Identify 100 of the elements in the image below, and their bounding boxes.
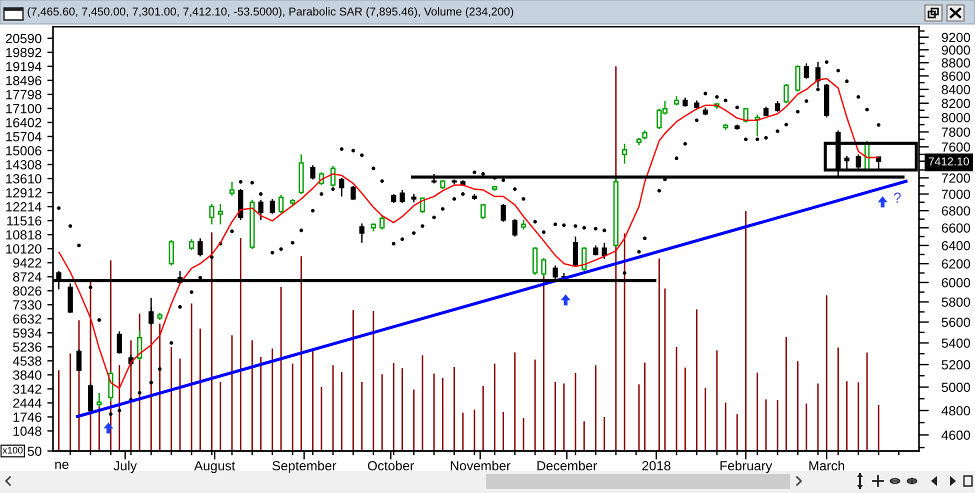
candlestick <box>582 246 587 272</box>
candlestick <box>209 203 214 226</box>
y2-tick-label: 8200 <box>942 98 970 108</box>
candlestick <box>148 297 154 326</box>
x-tick-label: November <box>450 460 510 470</box>
y-tick-label: 19892 <box>6 48 42 58</box>
y-tick-label: 16402 <box>6 118 42 128</box>
candlestick <box>602 242 607 260</box>
candlestick <box>116 330 122 354</box>
y-tick-label: 2444 <box>13 398 42 408</box>
y-tick-label: 10818 <box>6 230 42 240</box>
candlestick <box>380 215 385 230</box>
y-tick-label: 15704 <box>6 132 42 142</box>
x-tick-label: December <box>537 460 598 470</box>
candlestick <box>622 143 628 164</box>
y2-tick-label: 9000 <box>942 45 970 55</box>
y2-tick-label: 6200 <box>942 259 970 269</box>
candlestick <box>480 203 486 220</box>
y-tick-label: 8026 <box>13 286 42 296</box>
x-tick-label: February <box>720 460 772 474</box>
chart-title: (7,465.60, 7,450.00, 7,301.00, 7,412.10, -53.5000), Parabolic SAR (7,895.46), Volume (234,200) <box>28 7 514 18</box>
y2-tick-label: 6400 <box>942 241 970 250</box>
candlestick <box>682 96 688 108</box>
y-tick-label: 10120 <box>6 244 42 254</box>
candlestick <box>198 238 203 257</box>
y-tick-label: 5934 <box>13 328 42 338</box>
y-tick-label: 5236 <box>13 342 42 352</box>
y-tick-label: 3840 <box>13 370 42 380</box>
y-tick-label: 19194 <box>6 62 42 72</box>
y-tick-label: 6632 <box>13 314 42 324</box>
y2-tick-label: 7412.10 <box>928 157 969 166</box>
candlestick <box>743 107 748 124</box>
y-tick-label: 50 <box>28 446 42 456</box>
candlestick <box>339 177 344 198</box>
x-tick-label: October <box>368 460 414 470</box>
y2-tick-label: 6000 <box>942 278 970 288</box>
candlestick <box>188 238 194 251</box>
candlestick <box>774 100 780 112</box>
y-tick-label: 14308 <box>6 160 42 170</box>
y2-tick-label: 7200 <box>942 173 970 183</box>
y2-tick-label: 5600 <box>942 318 970 327</box>
x-tick-label: March <box>809 460 844 470</box>
x-tick-label: September <box>272 460 336 474</box>
candlestick <box>76 348 82 372</box>
x-tick-label: July <box>114 460 137 474</box>
candlestick <box>541 257 546 278</box>
candlestick <box>804 62 809 80</box>
y2-tick-label: 8000 <box>942 112 970 122</box>
y-tick-label: 9422 <box>13 258 42 268</box>
candlestick <box>391 193 396 204</box>
y-tick-label: 1048 <box>14 426 42 436</box>
candlestick <box>593 244 598 256</box>
y2-tick-label: 5800 <box>942 297 970 307</box>
candlestick <box>359 222 364 244</box>
y2-tick-label: 6800 <box>942 206 970 216</box>
y-tick-label: 3142 <box>13 384 42 394</box>
y-tick-label: 20590 <box>6 34 42 44</box>
candlestick <box>763 106 769 117</box>
candlestick <box>784 83 789 104</box>
candlestick <box>795 64 800 92</box>
candlestick <box>520 219 526 230</box>
y-tick-label: 17100 <box>6 104 42 114</box>
candlestick <box>278 194 284 214</box>
y-tick-label: 12912 <box>6 188 42 198</box>
y2-tick-label: 8400 <box>942 84 970 94</box>
y-tick-label: 12214 <box>6 202 42 212</box>
y-axis-title: x100 <box>2 446 23 454</box>
y2-tick-label: 5400 <box>942 338 970 348</box>
text: ne <box>55 462 68 470</box>
y-tick-label: 4538 <box>12 356 42 366</box>
annotation: ? <box>894 192 901 203</box>
y2-tick-label: 6600 <box>942 223 970 233</box>
y-tick-label: 11516 <box>7 216 42 226</box>
candlestick <box>400 189 405 204</box>
y2-tick-label: 4800 <box>942 406 970 416</box>
candlestick <box>218 203 223 226</box>
y2-tick-label: 5000 <box>942 382 970 392</box>
y2-tick-label: 7600 <box>942 142 970 152</box>
candlestick <box>229 181 235 196</box>
y2-tick-label: 5200 <box>942 360 970 370</box>
y-tick-label: 13610 <box>6 174 42 184</box>
x-tick-label: August <box>194 461 236 474</box>
y-tick-label: 7330 <box>13 300 42 310</box>
candlestick <box>330 165 336 188</box>
candlestick <box>310 164 316 180</box>
y2-tick-label: 8600 <box>942 71 970 81</box>
candlestick <box>674 96 680 106</box>
y2-tick-label: 7800 <box>942 127 970 137</box>
candlestick <box>572 236 578 268</box>
candlestick <box>512 218 518 238</box>
candlestick <box>168 239 174 266</box>
candlestick <box>258 199 264 221</box>
y2-tick-label: 4600 <box>942 430 970 440</box>
y-tick-label: 1746 <box>14 412 42 422</box>
x-tick-label: 2018 <box>642 461 670 470</box>
y-tick-label: 8724 <box>13 272 42 282</box>
y-tick-label: 17798 <box>6 90 42 100</box>
y-tick-label: 15006 <box>6 146 42 156</box>
y-tick-label: 18496 <box>6 76 42 86</box>
y2-tick-label: 8800 <box>942 58 970 68</box>
